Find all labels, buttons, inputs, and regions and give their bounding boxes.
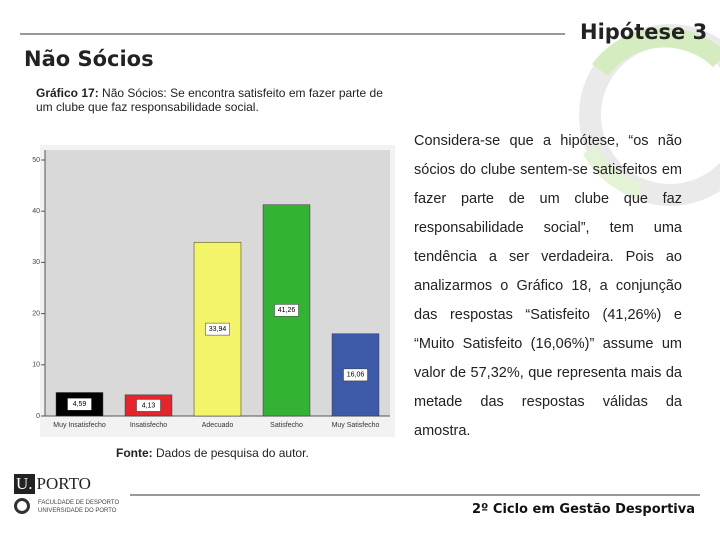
subtitle: Não Sócios xyxy=(24,47,154,71)
footer: 2º Ciclo em Gestão Desportiva xyxy=(472,502,695,517)
logo-line: FACULDADE DE DESPORTO xyxy=(38,500,120,506)
value-label: 4,13 xyxy=(142,402,156,409)
caption-text: Não Sócios: Se encontra satisfeito em fa… xyxy=(36,86,383,114)
source-text: Dados de pesquisa do autor. xyxy=(156,446,309,460)
value-label-box xyxy=(67,397,92,411)
y-tick-label: 0 xyxy=(36,413,40,420)
y-tick-label: 10 xyxy=(32,362,40,369)
y-tick-label: 30 xyxy=(32,259,40,266)
caption: Gráfico 17: Não Sócios: Se encontra sati… xyxy=(36,86,396,114)
value-label: 41,26 xyxy=(278,307,296,314)
y-tick-label: 50 xyxy=(32,157,40,164)
logo: U. PORTO FACULDADE DE DESPORTO UNIVERSIDAD… xyxy=(14,474,119,514)
x-tick-label: Muy Insatisfecho xyxy=(53,422,106,429)
logo-name: PORTO xyxy=(36,474,91,493)
value-label: 33,94 xyxy=(209,326,227,333)
title: Hipótese 3 xyxy=(580,20,708,44)
x-tick-label: Insatisfecho xyxy=(130,422,167,429)
caption-label: Gráfico 17: xyxy=(36,86,99,100)
logo-icon xyxy=(14,498,30,514)
value-label-box xyxy=(274,304,299,317)
x-tick-label: Satisfecho xyxy=(270,422,303,429)
value-label-box xyxy=(136,399,161,412)
value-label: 4,59 xyxy=(73,401,87,408)
value-label: 16,06 xyxy=(347,372,365,379)
source-label: Fonte: xyxy=(116,446,153,460)
logo-mark: U. xyxy=(14,474,35,494)
logo-line: UNIVERSIDADE DO PORTO xyxy=(38,508,117,514)
value-label-box xyxy=(343,368,368,382)
body-text: Considera-se que a hipótese, “os não sóc… xyxy=(414,133,682,439)
source: Fonte: Dados de pesquisa do autor. xyxy=(116,446,309,460)
value-label-box xyxy=(205,322,230,336)
x-tick-label: Muy Satisfecho xyxy=(332,422,380,429)
y-tick-label: 40 xyxy=(32,208,40,215)
x-tick-label: Adecuado xyxy=(202,422,234,429)
y-tick-label: 20 xyxy=(32,310,40,317)
